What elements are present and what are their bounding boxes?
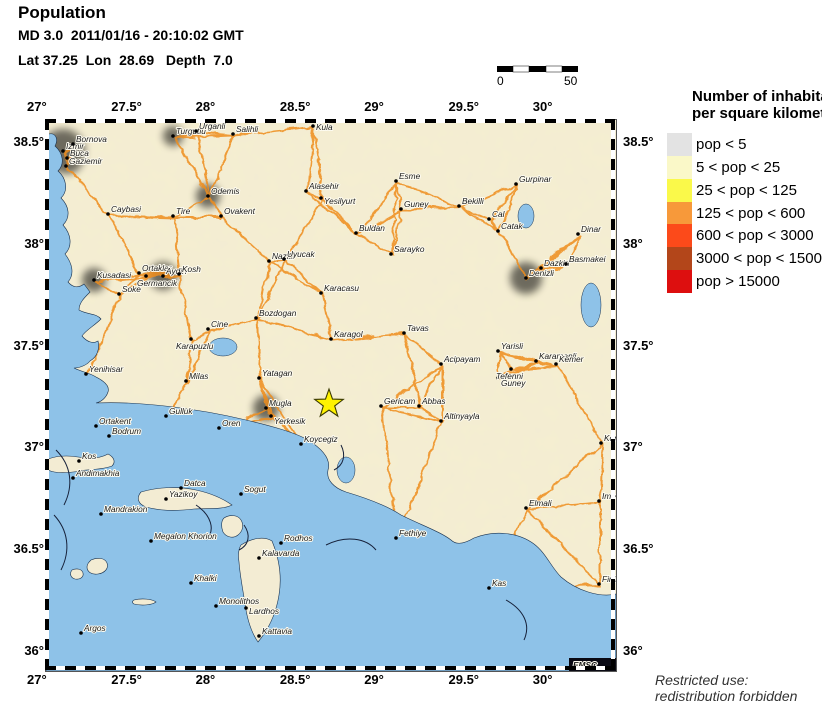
svg-text:Gurpinar: Gurpinar	[519, 174, 553, 184]
svg-text:Gericam: Gericam	[384, 396, 415, 406]
svg-text:Yenihisar: Yenihisar	[89, 364, 124, 374]
svg-text:Tefenni: Tefenni	[496, 371, 524, 381]
svg-text:Abbas: Abbas	[421, 396, 446, 406]
svg-text:Sogut: Sogut	[244, 484, 266, 494]
svg-text:Gaziemir: Gaziemir	[69, 156, 103, 166]
svg-text:Karapuzlu: Karapuzlu	[176, 341, 214, 351]
svg-text:Soke: Soke	[122, 284, 141, 294]
svg-text:Kusadasi: Kusadasi	[97, 270, 132, 280]
svg-text:Urganli: Urganli	[199, 121, 226, 131]
svg-text:Kas: Kas	[492, 578, 506, 588]
svg-text:Altinyayla: Altinyayla	[443, 411, 480, 421]
svg-text:EMSC: EMSC	[573, 660, 598, 670]
svg-text:Germancik: Germancik	[137, 278, 178, 288]
svg-text:Basmakei: Basmakei	[569, 254, 607, 264]
svg-text:Alasehir: Alasehir	[308, 181, 340, 191]
svg-text:Khalki: Khalki	[194, 573, 218, 583]
svg-text:Yesilyurt: Yesilyurt	[324, 196, 356, 206]
svg-text:Tire: Tire	[176, 206, 191, 216]
svg-text:Rodhos: Rodhos	[284, 533, 313, 543]
svg-text:Guney: Guney	[404, 199, 429, 209]
svg-text:Salihli: Salihli	[236, 124, 259, 134]
svg-text:Fethiye: Fethiye	[399, 528, 427, 538]
svg-text:Sarayko: Sarayko	[394, 244, 425, 254]
svg-text:Buldan: Buldan	[359, 223, 385, 233]
svg-text:Karacasu: Karacasu	[324, 283, 359, 293]
svg-text:Acipayam: Acipayam	[443, 354, 481, 364]
svg-text:Kemer: Kemer	[559, 354, 585, 364]
svg-text:Yarisli: Yarisli	[501, 341, 524, 351]
svg-text:Kalavarda: Kalavarda	[262, 548, 300, 558]
svg-text:Imecli: Imecli	[602, 491, 616, 501]
svg-text:Caybasi: Caybasi	[111, 204, 142, 214]
svg-text:Gulluk: Gulluk	[169, 406, 193, 416]
svg-text:Bozdogan: Bozdogan	[259, 308, 297, 318]
svg-text:Tavas: Tavas	[407, 323, 429, 333]
svg-text:Bornova: Bornova	[76, 134, 107, 144]
svg-text:Cine: Cine	[211, 319, 228, 329]
svg-text:Kos: Kos	[82, 451, 96, 461]
svg-text:Finike: Finike	[602, 574, 616, 584]
svg-text:Odemis: Odemis	[211, 186, 240, 196]
svg-text:Dinar: Dinar	[581, 224, 602, 234]
svg-text:Bekilli: Bekilli	[462, 196, 485, 206]
svg-text:Oren: Oren	[222, 418, 241, 428]
svg-text:Koycegiz: Koycegiz	[304, 434, 339, 444]
svg-text:Elmali: Elmali	[529, 498, 553, 508]
svg-text:Datca: Datca	[184, 478, 206, 488]
svg-text:Argos: Argos	[83, 623, 106, 633]
svg-text:Megalon Khorion: Megalon Khorion	[154, 531, 217, 541]
svg-text:Yazikoy: Yazikoy	[169, 489, 198, 499]
svg-text:Catak: Catak	[501, 221, 524, 231]
svg-text:Yatagan: Yatagan	[262, 368, 293, 378]
svg-text:Korkut: Korkut	[604, 433, 616, 443]
svg-text:Kosh: Kosh	[182, 264, 201, 274]
svg-text:Mandrakion: Mandrakion	[104, 504, 148, 514]
svg-text:Denizli: Denizli	[529, 268, 555, 278]
svg-text:Monolithos: Monolithos	[219, 596, 259, 606]
svg-text:Bodrum: Bodrum	[112, 426, 141, 436]
svg-text:Lardhos: Lardhos	[249, 606, 279, 616]
svg-text:Karagol: Karagol	[334, 329, 364, 339]
svg-text:Milas: Milas	[189, 371, 208, 381]
svg-text:Uyucak: Uyucak	[287, 249, 316, 259]
svg-text:Ortakent: Ortakent	[99, 416, 132, 426]
svg-text:Kattavia: Kattavia	[262, 626, 292, 636]
svg-text:Ovakent: Ovakent	[224, 206, 256, 216]
svg-text:Cal: Cal	[492, 209, 506, 219]
svg-text:Mugla: Mugla	[269, 398, 292, 408]
svg-text:Kula: Kula	[316, 122, 333, 132]
svg-text:Andimakhia: Andimakhia	[75, 468, 120, 478]
svg-text:Yerkesik: Yerkesik	[274, 416, 306, 426]
svg-text:Esme: Esme	[399, 171, 421, 181]
